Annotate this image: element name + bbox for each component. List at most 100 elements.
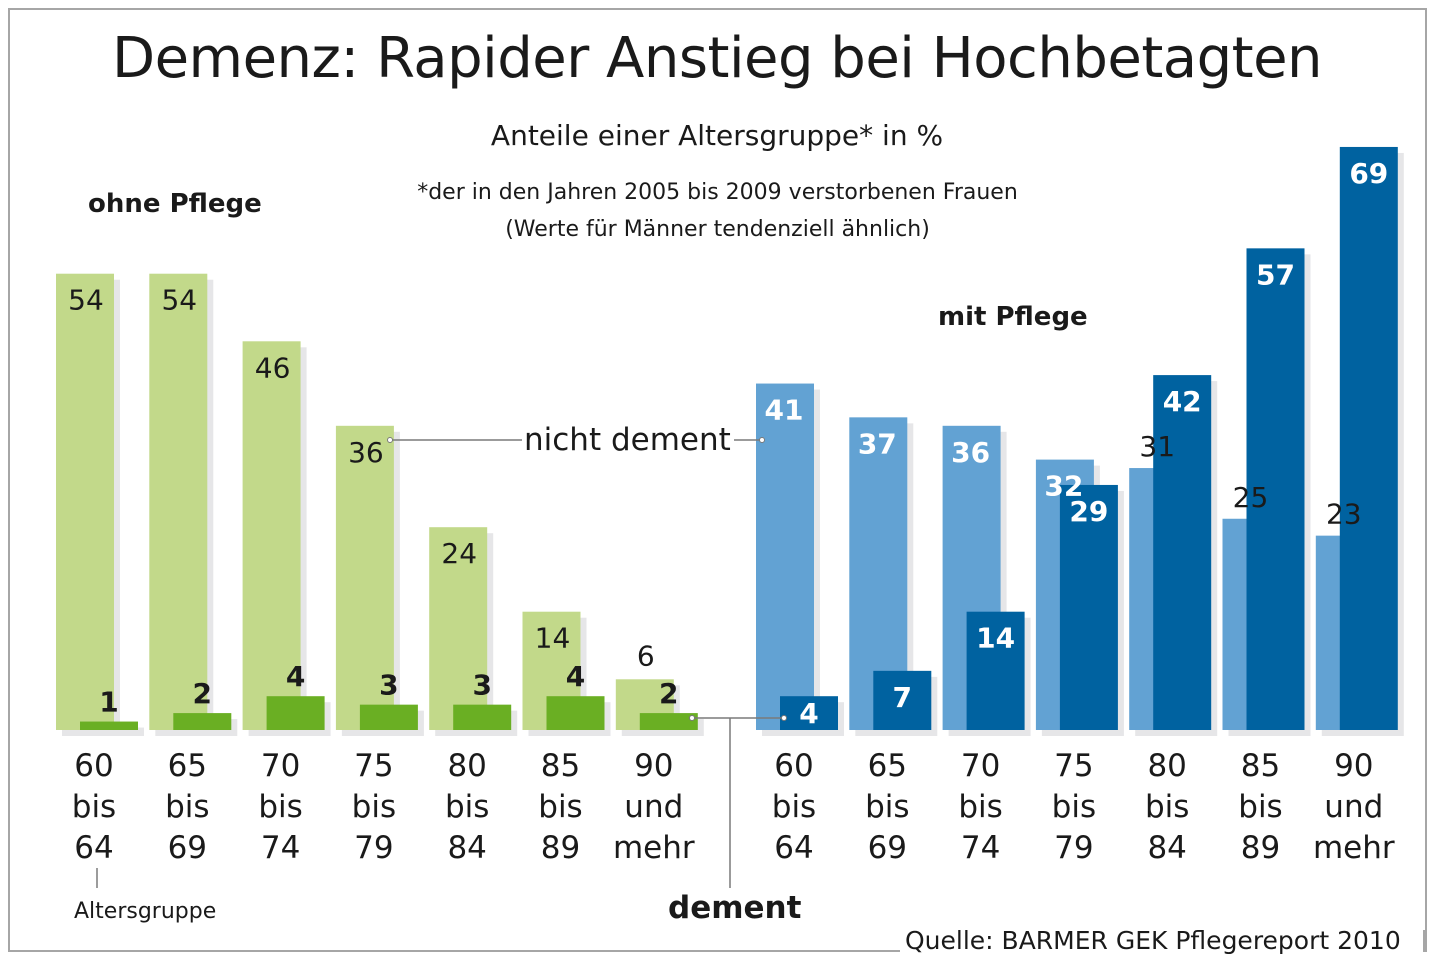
bar-nicht-dement: [56, 273, 114, 730]
category-label-line: 85: [1240, 748, 1281, 784]
bar-dement: [873, 670, 932, 730]
value-label-dement: 7: [893, 681, 912, 714]
connector-dot: [689, 715, 695, 721]
bar-dement: [966, 611, 1025, 730]
category-label: 70 bis 74: [936, 746, 1026, 869]
category-label-line: 84: [447, 830, 487, 866]
category-label-line: bis: [538, 789, 583, 825]
category-label-line: 80: [447, 748, 487, 784]
value-label-nicht-dement: 31: [1139, 430, 1175, 463]
legend-label-dement: dement: [668, 890, 802, 926]
category-label: 60 bis 64: [749, 746, 839, 869]
value-label-nicht-dement: 6: [637, 639, 655, 672]
category-label-line: bis: [1144, 789, 1190, 825]
category-label-line: 75: [354, 748, 394, 784]
bar-dement: [80, 721, 138, 730]
category-label-line: bis: [958, 789, 1003, 825]
value-label-dement: 42: [1163, 385, 1202, 418]
bar-nicht-dement: [756, 383, 814, 730]
value-label-nicht-dement: 37: [858, 427, 897, 460]
bar-dement: [173, 713, 232, 730]
value-label-dement: 1: [99, 686, 118, 719]
bar-nicht-dement: [429, 527, 488, 730]
legend-label-nicht-dement: nicht dement: [524, 422, 731, 458]
value-label-dement: 4: [286, 660, 305, 693]
category-label-line: 89: [1240, 830, 1281, 866]
category-label-line: 90: [1334, 748, 1374, 784]
category-label-line: mehr: [612, 830, 695, 866]
category-label: 60 bis 64: [49, 746, 139, 869]
bar-dement: [1059, 484, 1118, 730]
category-label: 80 bis 84: [422, 746, 512, 869]
bar-nicht-dement: [149, 273, 208, 730]
value-label-dement: 3: [379, 669, 398, 702]
category-label-line: 60: [74, 748, 114, 784]
bar-dement: [1339, 146, 1398, 730]
category-label-line: 79: [1054, 830, 1094, 866]
category-label-line: 75: [1054, 748, 1094, 784]
value-label-dement: 69: [1349, 157, 1388, 190]
category-label-line: bis: [1238, 789, 1283, 825]
group-label-mit-pflege: mit Pflege: [938, 302, 1088, 332]
frame-bottom-right-edge: [1423, 930, 1425, 952]
category-label: 90 und mehr: [609, 746, 699, 869]
category-label-line: bis: [351, 789, 397, 825]
category-label-line: 64: [74, 830, 114, 866]
category-label: 75 bis 79: [1029, 746, 1119, 869]
category-label-line: bis: [71, 789, 117, 825]
value-label-nicht-dement: 54: [68, 284, 104, 317]
category-label: 70 bis 74: [236, 746, 326, 869]
value-label-dement: 29: [1069, 495, 1108, 528]
axis-label-altersgruppe: Altersgruppe: [74, 899, 217, 924]
category-label-line: 74: [260, 830, 301, 866]
category-label-line: 70: [260, 748, 301, 784]
bar-nicht-dement: [242, 341, 301, 730]
footnote-line-1: *der in den Jahren 2005 bis 2009 verstor…: [417, 180, 1018, 205]
category-label-line: bis: [444, 789, 490, 825]
value-label-nicht-dement: 41: [765, 394, 804, 427]
category-label-line: 90: [634, 748, 674, 784]
category-label-line: bis: [258, 789, 303, 825]
value-label-dement: 2: [659, 677, 678, 710]
bar-dement: [359, 704, 418, 730]
source-note: Quelle: BARMER GEK Pflegereport 2010: [905, 926, 1401, 955]
category-label: 75 bis 79: [329, 746, 419, 869]
category-label-line: 60: [774, 748, 814, 784]
frame-bottom-line: [8, 950, 900, 952]
bar-shadow: [86, 727, 144, 736]
chart-subtitle: Anteile einer Altersgruppe* in %: [490, 119, 944, 152]
category-label: 90 und mehr: [1309, 746, 1399, 869]
bar-nicht-dement: [335, 425, 394, 730]
value-label-nicht-dement: 46: [255, 351, 291, 384]
category-label: 65 bis 69: [842, 746, 932, 869]
category-label-line: 70: [960, 748, 1001, 784]
category-label-line: 74: [960, 830, 1001, 866]
chart-frame: [8, 8, 1427, 952]
value-label-nicht-dement: 36: [348, 436, 384, 469]
bar-dement: [266, 696, 325, 730]
category-label-line: bis: [165, 789, 210, 825]
value-label-nicht-dement: 32: [1044, 470, 1083, 503]
value-label-dement: 4: [566, 660, 585, 693]
category-label: 85 bis 89: [516, 746, 606, 869]
category-label: 80 bis 84: [1122, 746, 1212, 869]
value-label-dement: 57: [1256, 258, 1295, 291]
bar-dement: [1246, 248, 1305, 730]
category-label-line: 85: [540, 748, 581, 784]
value-label-nicht-dement: 14: [535, 622, 571, 655]
value-label-nicht-dement: 54: [161, 284, 197, 317]
value-label-nicht-dement: 25: [1233, 481, 1269, 514]
group-label-ohne-pflege: ohne Pflege: [88, 189, 262, 219]
category-label-line: und: [624, 789, 684, 825]
value-label-nicht-dement: 24: [441, 537, 477, 570]
category-label-line: mehr: [1312, 830, 1395, 866]
category-label-line: 65: [167, 748, 208, 784]
value-label-nicht-dement: 23: [1326, 498, 1362, 531]
bar-dement: [639, 713, 698, 730]
category-label-line: 69: [167, 830, 208, 866]
category-label-line: bis: [771, 789, 817, 825]
value-label-dement: 3: [472, 669, 491, 702]
category-label-line: und: [1324, 789, 1384, 825]
category-label-line: 84: [1147, 830, 1187, 866]
